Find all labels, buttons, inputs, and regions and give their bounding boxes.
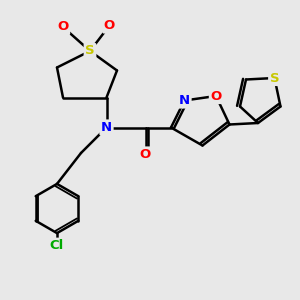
Text: O: O (57, 20, 69, 34)
Text: S: S (85, 44, 95, 58)
Text: O: O (140, 148, 151, 161)
Text: N: N (101, 121, 112, 134)
Text: O: O (104, 19, 115, 32)
Text: N: N (179, 94, 190, 107)
Text: S: S (270, 71, 279, 85)
Text: O: O (210, 89, 222, 103)
Text: Cl: Cl (50, 239, 64, 252)
